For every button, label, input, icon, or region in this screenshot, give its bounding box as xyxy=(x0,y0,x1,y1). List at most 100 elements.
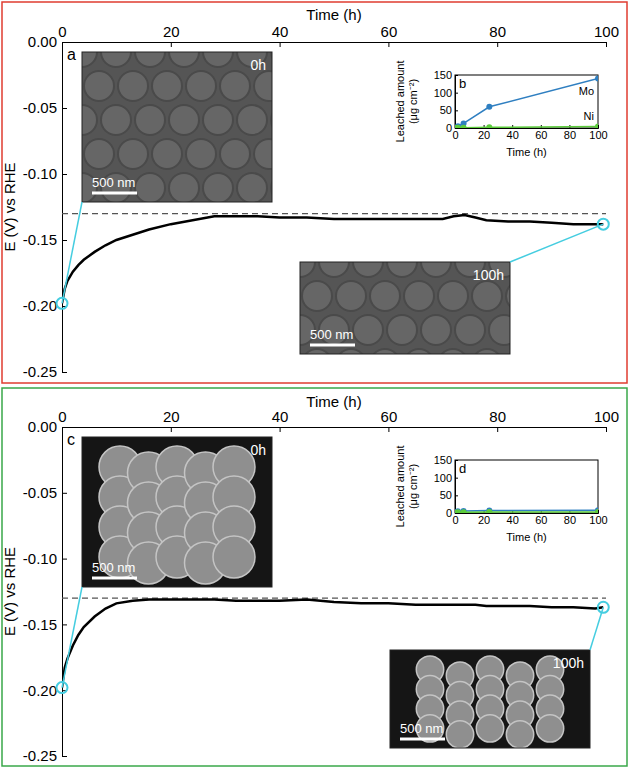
image-grain xyxy=(118,139,148,169)
series-line xyxy=(455,127,598,128)
y-axis: 050100150 xyxy=(434,454,458,519)
plot-area xyxy=(62,214,606,304)
tick-mark xyxy=(606,42,607,47)
tick: 20 xyxy=(163,23,180,47)
image-label: 100h xyxy=(473,267,504,283)
panel-inset: 020406080100050100150Time (h)Leached amo… xyxy=(394,61,608,158)
image-grain xyxy=(152,139,182,169)
image-grain xyxy=(387,262,417,277)
panel-frame xyxy=(2,2,627,383)
image-grain xyxy=(438,281,468,311)
axis-line xyxy=(456,510,599,514)
tick: 50 xyxy=(440,489,458,501)
image-grain xyxy=(169,173,199,202)
series-marker xyxy=(486,124,492,128)
plot-area xyxy=(62,598,606,687)
image-grain xyxy=(370,349,400,354)
tick-label: 40 xyxy=(507,129,519,141)
image-grain xyxy=(213,536,255,578)
highlight-point xyxy=(598,602,609,613)
image-grain xyxy=(302,349,332,354)
tick-label: 50 xyxy=(440,104,452,116)
tick-mark xyxy=(62,624,67,625)
panel-main: 020406080100-0.25-0.20-0.15-0.10-0.050.0… xyxy=(1,388,627,766)
tick-mark xyxy=(280,42,281,47)
image-grain xyxy=(152,71,182,101)
image-grain xyxy=(489,315,510,345)
image-grain xyxy=(506,721,533,748)
image-grain xyxy=(506,349,510,354)
tick: -0.05 xyxy=(23,484,67,501)
sem-image: 100h500 nm xyxy=(390,650,590,748)
image-grain xyxy=(446,721,473,748)
image-grain xyxy=(254,139,272,169)
scale-bar xyxy=(92,577,137,580)
sem-image: 0h500 nm xyxy=(67,37,318,237)
x-axis: 020406080100 xyxy=(452,510,607,526)
image-border xyxy=(82,437,272,587)
tick: 0.00 xyxy=(28,33,67,50)
axis-line xyxy=(63,428,607,433)
tick-label: 60 xyxy=(381,408,398,425)
y-axis-title: Leached amount(μg cm⁻²) xyxy=(394,61,419,143)
leader-line xyxy=(62,587,82,688)
tick-mark xyxy=(497,427,498,432)
tick: -0.25 xyxy=(23,747,67,764)
image-grain xyxy=(169,105,199,135)
tick: 40 xyxy=(272,408,289,432)
panel-main: 020406080100-0.25-0.20-0.15-0.10-0.050.0… xyxy=(1,2,627,383)
figure: 020406080100-0.25-0.20-0.15-0.10-0.050.0… xyxy=(0,0,629,769)
tick-mark xyxy=(62,240,67,241)
tick-mark xyxy=(497,42,498,47)
tick-mark xyxy=(455,75,458,76)
image-grain xyxy=(186,139,216,169)
tick-mark xyxy=(606,427,607,432)
series-marker xyxy=(595,124,598,128)
x-axis: 020406080100 xyxy=(58,23,619,47)
x-axis-title: Time (h) xyxy=(306,6,361,23)
image-grain xyxy=(476,715,503,742)
x-axis-title: Time (h) xyxy=(306,393,361,410)
image-grain xyxy=(186,71,216,101)
tick-label: -0.05 xyxy=(23,99,57,116)
y-axis: -0.25-0.20-0.15-0.10-0.050.00 xyxy=(23,418,67,764)
image-grain xyxy=(472,281,502,311)
image-border xyxy=(390,650,590,748)
tick: 100 xyxy=(434,87,458,99)
tick-mark xyxy=(455,93,458,94)
y-axis: 050100150 xyxy=(434,69,458,134)
tick: 80 xyxy=(489,23,506,47)
series-line xyxy=(62,599,603,687)
tick-label: -0.10 xyxy=(23,165,57,182)
series-marker xyxy=(455,125,461,128)
tick-label: -0.15 xyxy=(23,616,57,633)
y-axis-title: E (V) vs RHE xyxy=(1,162,18,251)
image-grain xyxy=(421,315,451,345)
tick-label: 60 xyxy=(535,129,547,141)
tick: -0.05 xyxy=(23,99,67,116)
tick: 150 xyxy=(434,454,458,466)
tick: 150 xyxy=(434,69,458,81)
scale-bar xyxy=(400,738,445,741)
leader-line xyxy=(590,607,603,650)
tick-label: 0.00 xyxy=(28,418,57,435)
highlight-point xyxy=(57,682,68,693)
tick-label: -0.25 xyxy=(23,363,57,380)
tick-label: 20 xyxy=(478,129,490,141)
tick-label: 0 xyxy=(452,514,458,526)
image-grain xyxy=(237,173,267,202)
image-grain xyxy=(203,52,233,67)
tick-label: 0.00 xyxy=(28,33,57,50)
tick-label: -0.20 xyxy=(23,682,57,699)
tick-label: 80 xyxy=(489,23,506,40)
reference-line xyxy=(62,213,606,214)
scale-bar-label: 500 nm xyxy=(92,560,135,575)
tick-label: 100 xyxy=(589,514,607,526)
image-grain xyxy=(101,105,131,135)
image-grain xyxy=(302,281,332,311)
tick: -0.15 xyxy=(23,231,67,248)
x-axis: 020406080100 xyxy=(58,408,619,432)
y-axis-title: E (V) vs RHE xyxy=(1,547,18,636)
series-line xyxy=(455,511,598,513)
axis-line xyxy=(63,43,607,48)
